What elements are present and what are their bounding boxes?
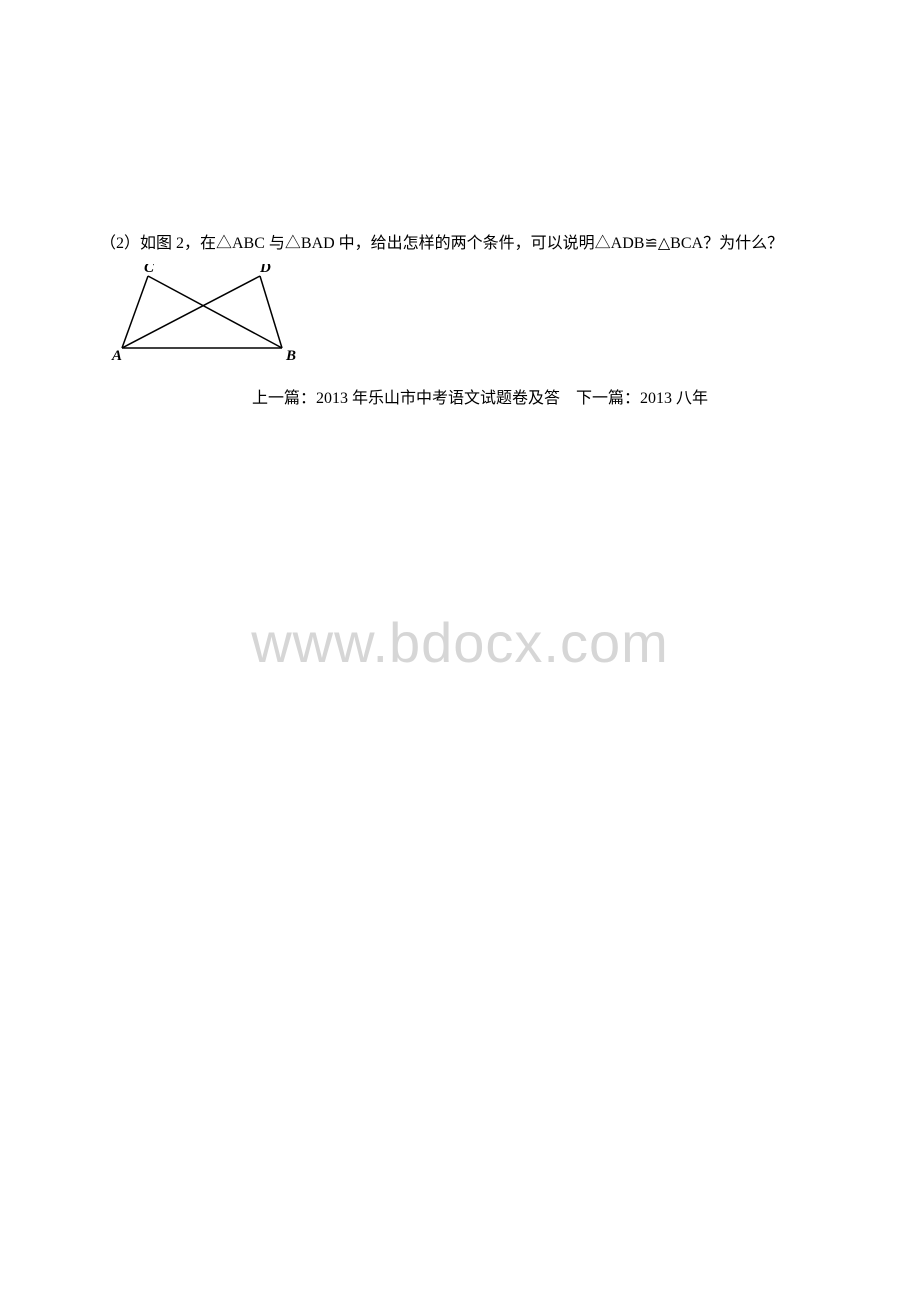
geometry-diagram: A B C D: [108, 264, 820, 364]
question-text: （2）如图 2，在△ABC 与△BAD 中，给出怎样的两个条件，可以说明△ADB…: [100, 232, 820, 256]
watermark-text: www.bdocx.com: [0, 610, 920, 675]
svg-text:C: C: [144, 264, 155, 276]
article-navigation: 上一篇：2013 年乐山市中考语文试题卷及答 下一篇：2013 八年: [100, 384, 820, 408]
svg-text:D: D: [259, 264, 271, 276]
prev-label: 上一篇：: [252, 390, 316, 407]
next-label: 下一篇：: [576, 390, 640, 407]
prev-article-link[interactable]: 2013 年乐山市中考语文试题卷及答: [316, 390, 560, 407]
svg-text:A: A: [111, 348, 122, 364]
svg-text:B: B: [285, 348, 296, 364]
next-article-link[interactable]: 2013 八年: [640, 390, 708, 407]
nav-separator: [560, 390, 576, 407]
triangle-diagram-svg: A B C D: [108, 264, 308, 364]
